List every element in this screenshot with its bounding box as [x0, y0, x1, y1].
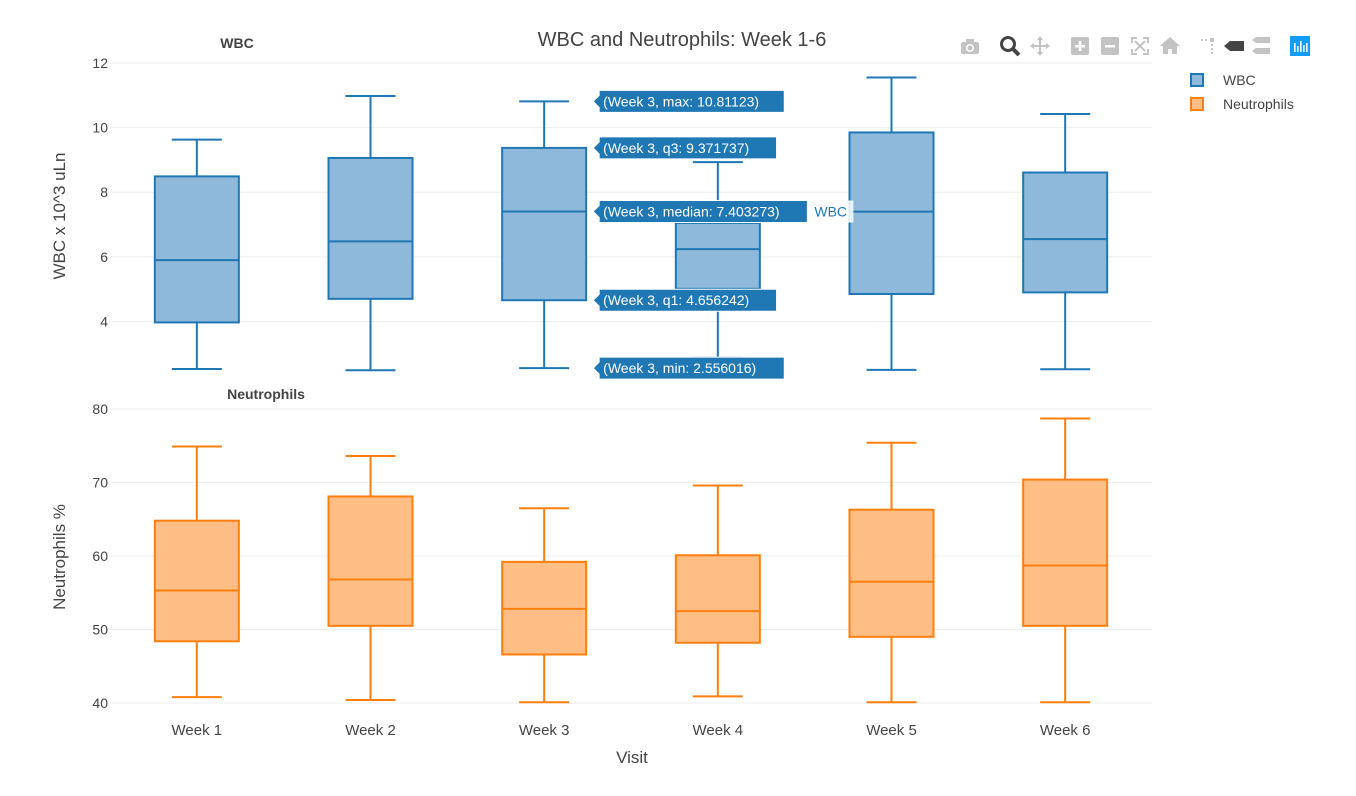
hover-label-median: (Week 3, median: 7.403273) WBC	[592, 200, 854, 224]
y-tick-label: 12	[92, 55, 108, 71]
box-wbc-week-6[interactable]	[1022, 113, 1109, 371]
pan-icon[interactable]	[1028, 34, 1052, 58]
home-icon[interactable]	[1158, 34, 1182, 58]
x-tick-label: Week 1	[172, 722, 223, 739]
box-iqr	[327, 495, 414, 627]
autoscale-icon[interactable]	[1128, 34, 1152, 58]
y-tick-label: 4	[100, 313, 108, 329]
box-neutrophils-week-3[interactable]	[501, 507, 588, 704]
x-tick-label: Week 5	[866, 722, 917, 739]
box-wbc-week-4[interactable]	[674, 161, 761, 359]
spike-lines-icon[interactable]	[1196, 34, 1220, 58]
svg-text:(Week 3, max: 10.81123): (Week 3, max: 10.81123)	[603, 93, 759, 109]
y-axis-label-wbc: WBC x 10^3 uLn	[50, 152, 69, 279]
subplot-title-neutrophils: Neutrophils	[227, 386, 305, 402]
svg-text:(Week 3, min: 2.556016): (Week 3, min: 2.556016)	[603, 360, 756, 376]
box-iqr	[674, 554, 761, 644]
legend-swatch-neutrophils	[1190, 97, 1204, 111]
y-axis-label-neutrophils: Neutrophils %	[50, 504, 69, 610]
hover-trace-name: WBC	[814, 204, 847, 220]
y-tick-label: 80	[92, 401, 108, 417]
chart-title: WBC and Neutrophils: Week 1-6	[538, 29, 827, 51]
box-neutrophils-week-4[interactable]	[674, 484, 761, 698]
box-wbc-week-5[interactable]	[848, 76, 935, 371]
y-tick-label: 6	[100, 249, 108, 265]
hover-closest-icon[interactable]	[1222, 34, 1246, 58]
y-tick-label: 40	[92, 695, 108, 711]
box-wbc-week-2[interactable]	[327, 94, 414, 372]
y-tick-label: 10	[92, 120, 108, 136]
y-tick-label: 50	[92, 622, 108, 638]
box-wbc-week-1[interactable]	[153, 138, 240, 370]
box-iqr	[1022, 171, 1109, 294]
zoom-out-icon[interactable]	[1098, 34, 1122, 58]
legend-label-neutrophils: Neutrophils	[1223, 96, 1294, 112]
svg-text:(Week 3, q3: 9.371737): (Week 3, q3: 9.371737)	[603, 140, 749, 156]
y-tick-label: 8	[100, 184, 108, 200]
box-iqr	[848, 508, 935, 638]
hover-compare-icon[interactable]	[1248, 34, 1272, 58]
legend-label-wbc: WBC	[1223, 72, 1256, 88]
svg-text:(Week 3, median: 7.403273): (Week 3, median: 7.403273)	[603, 204, 779, 220]
box-neutrophils-week-6[interactable]	[1022, 417, 1109, 704]
hover-label-q3: (Week 3, q3: 9.371737)	[592, 136, 778, 160]
x-tick-label: Week 2	[345, 722, 396, 739]
box-neutrophils-week-5[interactable]	[848, 441, 935, 704]
hover-label-min: (Week 3, min: 2.556016)	[592, 356, 785, 380]
box-iqr	[848, 131, 935, 295]
x-axis-label: Visit	[616, 748, 648, 767]
box-iqr	[153, 519, 240, 643]
axes: 4 6 8 10 12 40 50 60 70 80 Week 1 Week 2 Week 3 Week …	[92, 55, 1090, 739]
box-iqr	[501, 146, 588, 302]
camera-icon[interactable]	[958, 34, 982, 58]
grid-lines	[110, 62, 1152, 704]
x-tick-label: Week 4	[693, 722, 744, 739]
hover-labels: (Week 3, max: 10.81123) (Week 3, q3: 9.37…	[592, 89, 854, 380]
box-neutrophils-week-1[interactable]	[153, 445, 240, 699]
x-tick-label: Week 6	[1040, 722, 1091, 739]
plotly-logo-icon[interactable]	[1288, 34, 1312, 58]
y-tick-label: 60	[92, 548, 108, 564]
svg-text:(Week 3, q1: 4.656242): (Week 3, q1: 4.656242)	[603, 292, 749, 308]
box-neutrophils-week-2[interactable]	[327, 455, 414, 702]
y-tick-label: 70	[92, 475, 108, 491]
x-tick-label: Week 3	[519, 722, 570, 739]
hover-label-max: (Week 3, max: 10.81123)	[592, 89, 785, 113]
box-iqr	[153, 175, 240, 324]
zoom-in-icon[interactable]	[1068, 34, 1092, 58]
box-iqr	[674, 221, 761, 290]
box-iqr	[1022, 478, 1109, 627]
box-wbc-week-3[interactable]	[501, 100, 588, 370]
zoom-icon[interactable]	[998, 34, 1022, 58]
box-iqr	[327, 156, 414, 300]
subplot-title-wbc: WBC	[220, 35, 253, 51]
box-traces[interactable]	[153, 76, 1109, 704]
legend-swatch-wbc	[1190, 73, 1204, 87]
hover-label-q1: (Week 3, q1: 4.656242)	[592, 288, 778, 312]
